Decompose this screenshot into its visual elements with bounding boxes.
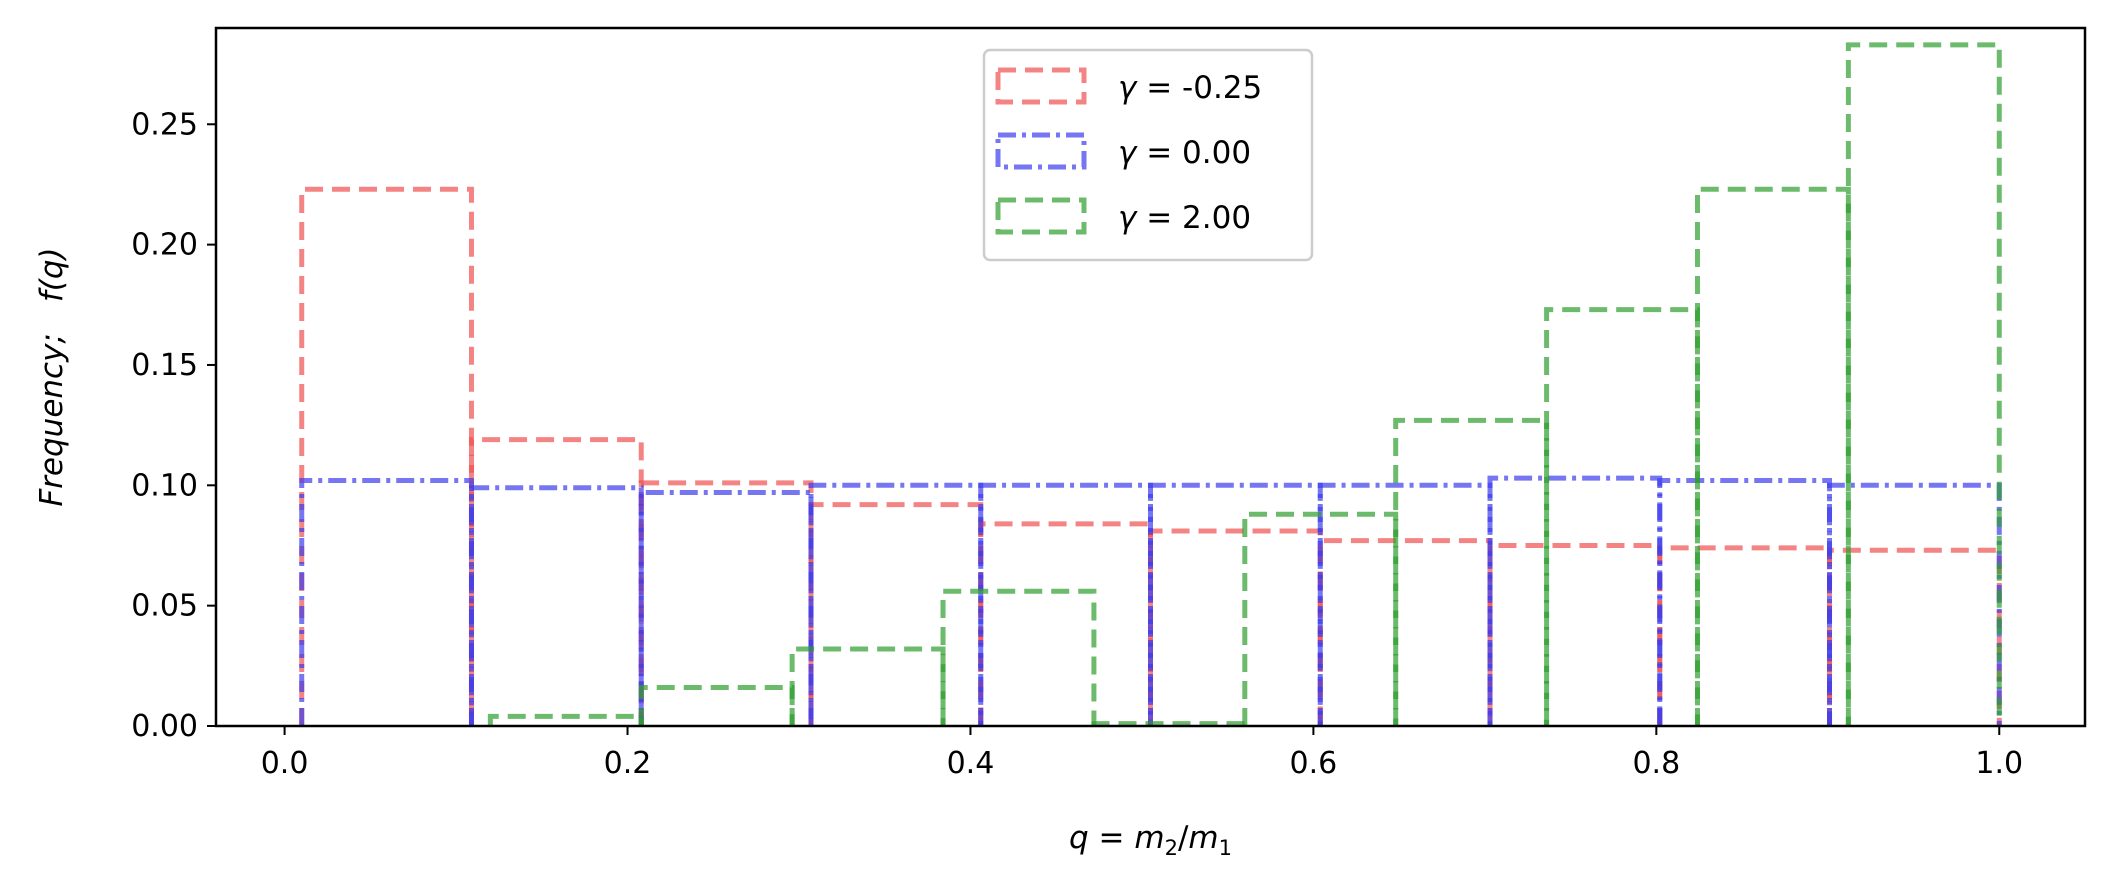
histogram-bar bbox=[299, 186, 474, 726]
y-tick-label: 0.10 bbox=[131, 468, 198, 503]
histogram-bar bbox=[1487, 542, 1663, 726]
y-axis: 0.00 0.05 0.10 0.15 0.20 0.25 bbox=[131, 107, 216, 744]
legend-label: γ = 2.00 bbox=[1118, 200, 1251, 236]
x-tick-label: 0.4 bbox=[947, 746, 995, 781]
legend: γ = -0.25 γ = 0.00 γ = 2.00 bbox=[982, 48, 1314, 262]
x-tick-label: 0.8 bbox=[1632, 746, 1680, 781]
histogram-bar bbox=[1827, 547, 2002, 726]
histogram-bar bbox=[468, 437, 644, 726]
y-tick-label: 0.15 bbox=[131, 348, 198, 383]
histogram-bar bbox=[638, 490, 814, 726]
histogram-bar bbox=[940, 588, 1097, 726]
x-tick-label: 0.2 bbox=[604, 746, 652, 781]
histogram-bar bbox=[638, 684, 795, 726]
histogram-bar bbox=[1317, 482, 1493, 726]
histogram-bar bbox=[1148, 528, 1323, 726]
histogram-bar bbox=[1393, 417, 1550, 726]
histogram-bar bbox=[468, 485, 644, 726]
legend-swatch bbox=[995, 197, 1087, 235]
histogram-bar bbox=[1487, 475, 1663, 726]
histogram-bar bbox=[1657, 477, 1833, 726]
histogram-bar bbox=[1845, 42, 2002, 726]
x-axis: 0.0 0.2 0.4 0.6 0.8 1.0 bbox=[261, 726, 2023, 781]
histogram-bar bbox=[1827, 482, 2002, 726]
x-tick-label: 1.0 bbox=[1975, 746, 2023, 781]
histogram-bar bbox=[808, 502, 984, 726]
x-axis-label: q = m2/m1 bbox=[1069, 820, 1232, 860]
y-tick-label: 0.20 bbox=[131, 228, 198, 263]
histogram-bar bbox=[1657, 545, 1833, 726]
y-tick-label: 0.05 bbox=[131, 589, 198, 624]
histogram-bar bbox=[1694, 186, 1851, 726]
x-tick-label: 0.0 bbox=[261, 746, 309, 781]
y-axis-label: Frequency; f(q) bbox=[34, 247, 70, 506]
histogram-bar bbox=[808, 482, 984, 726]
legend-label: γ = 0.00 bbox=[1118, 135, 1251, 171]
axes-frame bbox=[214, 26, 2087, 728]
histogram-bar bbox=[1242, 511, 1399, 726]
y-tick-label: 0.00 bbox=[131, 709, 198, 744]
histogram-bar bbox=[978, 521, 1153, 726]
histogram-bar bbox=[487, 713, 644, 726]
histogram-bar bbox=[1317, 538, 1493, 726]
histogram-bar bbox=[1148, 482, 1323, 726]
x-tick-label: 0.6 bbox=[1290, 746, 1338, 781]
legend-label: γ = -0.25 bbox=[1118, 70, 1262, 106]
histogram-bar bbox=[789, 646, 946, 726]
y-tick-label: 0.25 bbox=[131, 107, 198, 142]
legend-swatch bbox=[995, 132, 1087, 170]
series-2 bbox=[299, 475, 2002, 726]
histogram-bar bbox=[1544, 307, 1700, 726]
histogram-bar bbox=[299, 477, 474, 726]
legend-swatch bbox=[995, 67, 1087, 105]
